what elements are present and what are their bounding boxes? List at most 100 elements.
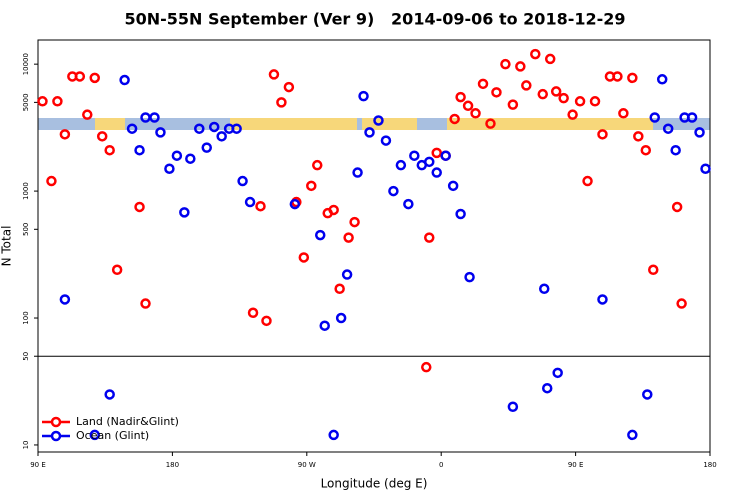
point [656, 74, 668, 85]
point [261, 315, 272, 327]
point [314, 229, 326, 241]
point [648, 264, 659, 276]
point [464, 271, 475, 283]
x-tick-label: 90 E [568, 461, 584, 469]
point [618, 108, 629, 119]
point [111, 264, 123, 276]
point [334, 283, 345, 295]
point [449, 113, 460, 125]
point [537, 88, 548, 100]
point [247, 307, 259, 319]
point [627, 72, 638, 84]
point [700, 163, 711, 174]
point [319, 320, 330, 331]
point [312, 159, 323, 171]
band-land [230, 118, 357, 130]
point [134, 144, 145, 156]
point [96, 131, 108, 142]
point [521, 80, 532, 91]
point [649, 112, 660, 123]
point [640, 144, 652, 156]
point [447, 180, 459, 192]
y-tick-label: 1000 [22, 182, 30, 200]
point [89, 429, 100, 441]
point [424, 156, 435, 168]
point [126, 123, 138, 134]
y-tick-label: 50 [22, 352, 30, 361]
point [201, 142, 212, 153]
point [358, 90, 369, 102]
point [424, 232, 435, 243]
point [455, 91, 466, 103]
point [104, 144, 115, 156]
point [185, 153, 196, 164]
point [670, 144, 681, 156]
point [491, 87, 502, 98]
point [455, 208, 466, 220]
y-tick-label: 10000 [22, 53, 30, 75]
point [59, 294, 71, 305]
y-tick-label: 500 [22, 223, 30, 236]
band-land [95, 118, 125, 130]
point [328, 204, 339, 216]
point [328, 429, 339, 441]
point [567, 109, 578, 120]
point [46, 175, 57, 187]
point [134, 201, 145, 213]
point [283, 81, 295, 93]
point [662, 123, 674, 134]
point [104, 389, 115, 400]
legend-marker [50, 416, 62, 428]
point [477, 78, 489, 90]
point [627, 429, 638, 441]
point [237, 175, 248, 187]
point [395, 159, 407, 171]
point [208, 121, 220, 133]
point [364, 127, 375, 138]
y-tick-label: 100 [22, 311, 30, 324]
chart-title: 50N-55N September (Ver 9) 2014-09-06 to … [124, 10, 625, 29]
point [574, 96, 586, 107]
legend-marker [50, 430, 62, 442]
y-tick-label: 5000 [22, 93, 30, 111]
point [642, 389, 653, 400]
point [431, 147, 442, 159]
point [485, 118, 496, 129]
point [686, 112, 698, 123]
point [507, 99, 519, 110]
x-tick-label: 90 E [30, 461, 46, 469]
point [352, 167, 363, 178]
point [550, 86, 562, 97]
point [164, 163, 175, 174]
point [194, 123, 205, 134]
legend-label: Land (Nadir&Glint) [76, 415, 179, 428]
point [244, 196, 256, 208]
point [268, 69, 280, 80]
point [216, 131, 227, 142]
point [37, 96, 48, 107]
point [171, 150, 183, 161]
point [421, 361, 432, 373]
point [440, 150, 451, 161]
legend-label: Ocean (Glint) [76, 429, 149, 442]
point [155, 127, 166, 138]
point [612, 71, 623, 82]
point [676, 298, 687, 309]
x-axis-label: Longitude (deg E) [321, 477, 428, 491]
point [380, 135, 392, 146]
plot-frame [37, 39, 711, 453]
point [89, 72, 100, 84]
point [541, 382, 553, 394]
x-tick-label: 0 [439, 461, 443, 469]
point [431, 167, 442, 178]
point [149, 112, 160, 123]
point [179, 207, 190, 218]
point [373, 115, 384, 126]
point [52, 96, 63, 107]
point [306, 180, 317, 192]
point [507, 401, 519, 412]
point [500, 58, 511, 70]
band-land [447, 118, 653, 130]
point [597, 294, 608, 305]
point [349, 216, 360, 228]
